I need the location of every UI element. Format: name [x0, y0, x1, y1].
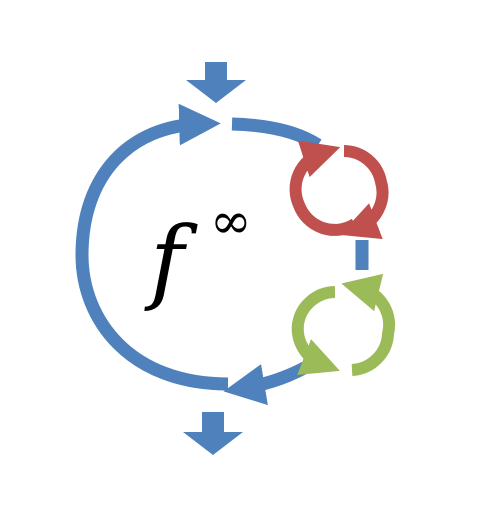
function-superscript: ∞: [210, 192, 252, 250]
green-refresh-icon: [291, 273, 396, 376]
input-arrow-icon: [186, 62, 246, 103]
red-refresh-icon: [289, 140, 389, 240]
outer-cycle-icon: [75, 103, 369, 406]
function-label: f: [144, 207, 198, 314]
output-arrow-icon: [183, 412, 243, 455]
